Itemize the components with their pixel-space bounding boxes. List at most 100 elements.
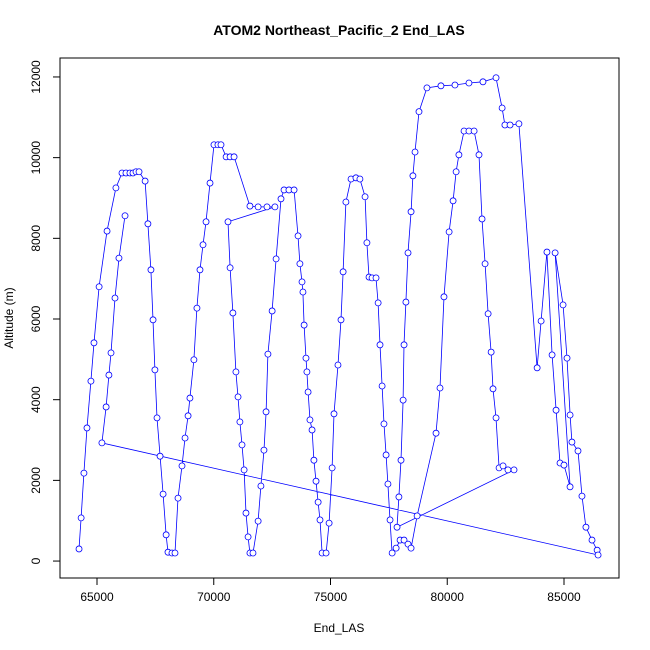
point: [254, 517, 262, 525]
point: [98, 439, 106, 447]
y-tick-label: 8000: [29, 225, 43, 252]
point: [272, 255, 280, 263]
point: [339, 268, 347, 276]
point: [498, 104, 506, 112]
point: [445, 228, 453, 236]
point: [75, 545, 83, 553]
point: [264, 350, 272, 358]
point: [105, 371, 113, 379]
point: [342, 198, 350, 206]
point: [395, 493, 403, 501]
point: [423, 84, 431, 92]
chart-title: ATOM2 Northeast_Pacific_2 End_LAS: [213, 22, 465, 38]
point: [548, 351, 556, 359]
y-tick-label: 10000: [29, 141, 43, 175]
y-tick-label: 4000: [29, 386, 43, 413]
point: [260, 446, 268, 454]
point: [578, 492, 586, 500]
point: [83, 424, 91, 432]
point: [107, 349, 115, 357]
point: [393, 523, 401, 531]
point: [409, 172, 417, 180]
point: [249, 549, 257, 557]
point: [330, 410, 338, 418]
point: [246, 202, 254, 210]
point: [257, 482, 265, 490]
point: [254, 203, 262, 211]
point: [153, 414, 161, 422]
point: [404, 249, 412, 257]
point: [374, 299, 382, 307]
point: [411, 148, 419, 156]
point: [298, 278, 306, 286]
point: [378, 382, 386, 390]
point: [314, 498, 322, 506]
point: [149, 316, 157, 324]
point: [397, 456, 405, 464]
point: [144, 220, 152, 228]
point: [499, 462, 507, 470]
point: [325, 519, 333, 527]
point: [193, 304, 201, 312]
point: [484, 310, 492, 318]
point: [376, 341, 384, 349]
point: [506, 121, 514, 129]
point: [533, 364, 541, 372]
point: [310, 456, 318, 464]
point: [296, 260, 304, 268]
series-line: [78, 77, 599, 556]
point: [184, 412, 192, 420]
point: [552, 406, 560, 414]
point: [102, 403, 110, 411]
point: [302, 354, 310, 362]
point: [478, 215, 486, 223]
point: [386, 516, 394, 524]
point: [475, 151, 483, 159]
point: [481, 260, 489, 268]
point: [226, 264, 234, 272]
point: [244, 533, 252, 541]
point: [560, 461, 568, 469]
point: [199, 241, 207, 249]
point: [141, 177, 149, 185]
point: [402, 298, 410, 306]
point: [449, 197, 457, 205]
point: [316, 516, 324, 524]
point: [399, 396, 407, 404]
point: [300, 321, 308, 329]
point: [147, 266, 155, 274]
point: [111, 294, 119, 302]
point: [308, 426, 316, 434]
point: [537, 317, 545, 325]
point: [230, 153, 238, 161]
point: [174, 494, 182, 502]
point: [234, 393, 242, 401]
y-tick-label: 0: [29, 557, 43, 564]
point: [242, 509, 250, 517]
point: [437, 82, 445, 90]
point: [178, 462, 186, 470]
point: [162, 531, 170, 539]
point: [566, 483, 574, 491]
point: [294, 232, 302, 240]
point: [95, 283, 103, 291]
point: [303, 368, 311, 376]
point: [415, 108, 423, 116]
point: [87, 377, 95, 385]
point: [451, 81, 459, 89]
point: [224, 218, 232, 226]
x-tick-label: 65000: [80, 590, 114, 604]
y-tick-label: 12000: [29, 60, 43, 94]
point: [232, 368, 240, 376]
point: [400, 341, 408, 349]
point: [363, 239, 371, 247]
plot-box: [59, 57, 620, 579]
point: [263, 203, 271, 211]
point: [159, 490, 167, 498]
point: [328, 464, 336, 472]
point: [455, 151, 463, 159]
point: [465, 79, 473, 87]
point: [240, 466, 248, 474]
